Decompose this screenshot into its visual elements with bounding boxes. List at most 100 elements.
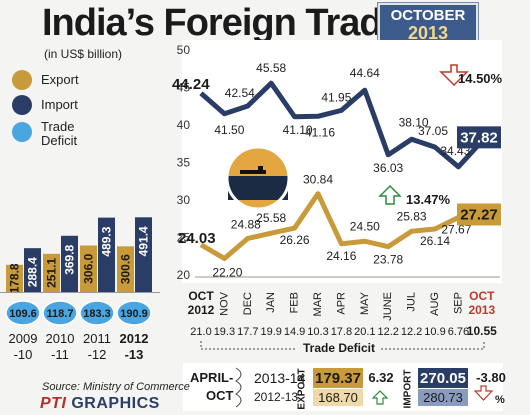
export-data-label: 26.14: [420, 234, 450, 248]
period-bracket: [235, 367, 242, 408]
import-data-label: 36.03: [373, 161, 403, 175]
export-bar-label: 251.1: [45, 258, 59, 288]
export-data-label: 22.20: [212, 266, 242, 280]
export-end-label: 27.27: [460, 206, 498, 223]
deficit-bubble: [79, 300, 115, 326]
y-tick-label: 25: [177, 231, 191, 245]
export-data-label: 25.58: [256, 211, 286, 225]
import-data-label: 41.95: [321, 90, 351, 104]
trade-deficit-value: 19.3: [214, 326, 235, 338]
trade-deficit-value: 17.8: [331, 326, 352, 338]
deficit-bubble-label: 190.9: [120, 308, 148, 320]
ship-photo-sea: [228, 176, 288, 200]
credit-suffix: GRAPHICS: [66, 395, 160, 412]
import-current-value: 270.05: [420, 370, 466, 387]
up-arrow-icon: [371, 390, 389, 405]
import-previous-box: [418, 389, 468, 406]
export-data-label: 24.88: [231, 217, 261, 231]
deficit-bubble-label: 118.7: [47, 308, 74, 320]
y-tick-label: 45: [177, 81, 191, 95]
credit-logo: PTI GRAPHICS: [40, 395, 160, 413]
month-label: OCT: [188, 289, 214, 303]
deficit-bubble: [116, 300, 152, 326]
export-current-box: [313, 368, 363, 388]
import-data-label: 44.64: [350, 66, 380, 80]
export-data-label: 30.84: [303, 173, 333, 187]
import-data-label: 41.10: [283, 123, 313, 137]
month-label: NOV: [218, 291, 230, 316]
trade-deficit-label-bg: [297, 341, 381, 355]
annual-bar-chart: 178.8 288.4 109.6 2009-10 251.1 369.8 118.7 201…: [0, 217, 160, 362]
navy-circle-icon: [12, 95, 32, 115]
month-year-label: 2013: [468, 303, 495, 317]
trade-deficit-value: 19.9: [260, 326, 281, 338]
down-arrow-icon: [439, 64, 469, 87]
y-tick-label: 30: [177, 193, 191, 207]
ship-cabin-icon: [258, 166, 263, 171]
y-tick-label: 35: [177, 156, 191, 170]
month-label: APR: [335, 292, 347, 315]
export-end-box: [457, 203, 501, 226]
export-data-label: 27.67: [441, 222, 471, 236]
year-label: -11: [51, 347, 69, 362]
month-label: MAY: [359, 291, 371, 315]
import-vertical-label: IMPORT: [403, 370, 414, 409]
year-label: -13: [125, 347, 144, 362]
month-label: JAN: [265, 292, 277, 313]
import-bar-label: 369.8: [63, 244, 77, 274]
export-change-label: 13.47%: [406, 192, 451, 207]
month-label: AUG: [429, 292, 441, 316]
gold-circle-icon: [12, 70, 32, 90]
import-bar-label: 489.3: [100, 226, 114, 256]
trade-deficit-value: 10.3: [307, 326, 328, 338]
year-label: 2009: [9, 331, 38, 346]
import-bar-label: 491.4: [137, 226, 151, 256]
export-series-line: [199, 191, 483, 261]
trade-deficit-value: 6.76: [448, 326, 469, 338]
export-bar: [117, 246, 134, 292]
year-label: 2011: [83, 331, 111, 346]
export-current-value: 179.37: [315, 370, 361, 387]
month-label: JUL: [406, 292, 418, 312]
export-data-label: 23.78: [373, 253, 403, 267]
month-label: DEC: [242, 292, 254, 315]
trade-deficit-value: 10.9: [424, 326, 445, 338]
month-label: FEB: [289, 292, 301, 313]
deficit-bubble-label: 109.6: [9, 308, 37, 320]
month-label: MAR: [312, 292, 324, 317]
year-label: 2010: [46, 331, 75, 346]
export-data-label: 25.83: [397, 209, 427, 223]
import-start-label: 44.24: [172, 76, 210, 93]
export-previous-value: 168.70: [318, 390, 358, 405]
period-label: APRIL-: [190, 370, 233, 385]
year-label: -10: [14, 347, 33, 362]
export-change-value: 6.32: [368, 370, 393, 385]
ship-photo-ring: [225, 145, 291, 211]
export-bar-label: 178.8: [8, 263, 22, 293]
import-change-value: -3.80: [476, 370, 506, 385]
trade-deficit-value: 12.2: [401, 326, 422, 338]
year-label: -12: [88, 347, 107, 362]
import-bar: [24, 248, 41, 292]
year-previous: 2012-13: [254, 390, 298, 404]
import-previous-value: 280.73: [423, 390, 463, 405]
trade-deficit-caption: Trade Deficit: [303, 341, 375, 355]
import-data-label: 41.50: [214, 123, 244, 137]
year-current: 2013-14: [254, 370, 306, 386]
month-label: SEP: [452, 292, 464, 314]
import-series-line: [199, 80, 484, 170]
export-bar-label: 306.0: [82, 253, 96, 283]
export-vertical-label: EXPORT: [297, 368, 308, 409]
trade-deficit-value: 21.0: [190, 326, 211, 338]
trade-deficit-value: 12.2: [377, 326, 398, 338]
badge-year: 2013: [407, 23, 449, 43]
trade-deficit-value: 14.9: [284, 326, 305, 338]
export-previous-box: [313, 389, 363, 406]
legend-label-deficit: Trade Deficit: [41, 119, 78, 148]
period-label: OCT: [206, 388, 234, 403]
credit-prefix: PTI: [40, 395, 67, 412]
import-current-box: [418, 368, 468, 388]
ship-icon: [240, 170, 266, 174]
down-arrow-icon: [473, 385, 494, 401]
